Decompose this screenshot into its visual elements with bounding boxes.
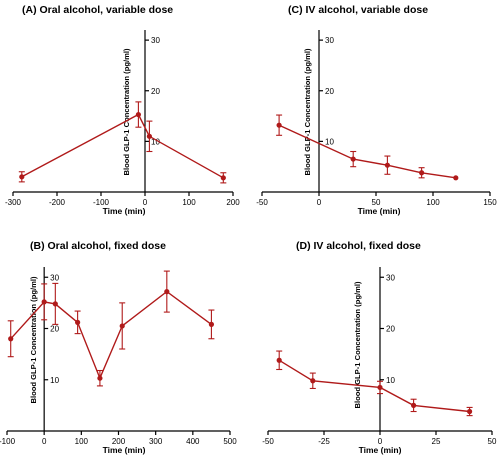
panel-title: (C) IV alcohol, variable dose — [288, 4, 428, 16]
x-tick-label: 200 — [226, 198, 240, 207]
x-tick-label: 50 — [372, 198, 381, 207]
y-tick-label: 10 — [386, 376, 395, 385]
panel-b: (B) Oral alcohol, fixed dose Blood GLP-1… — [0, 240, 237, 455]
data-point — [350, 156, 356, 162]
panel-c: (C) IV alcohol, variable dose Blood GLP-… — [256, 4, 497, 216]
x-tick-label: -50 — [262, 437, 274, 446]
data-point — [453, 175, 459, 181]
data-point — [276, 122, 282, 128]
x-tick-label: -25 — [318, 437, 330, 446]
data-point — [220, 175, 226, 181]
data-point — [135, 111, 141, 118]
data-point — [19, 174, 25, 180]
x-tick-label: 0 — [317, 198, 322, 207]
x-tick-label: 150 — [483, 198, 497, 207]
y-tick-label: 30 — [325, 36, 334, 45]
y-axis-label: Blood GLP-1 Concentration (pg/ml) — [353, 281, 362, 408]
x-tick-label: 400 — [186, 437, 200, 446]
y-tick-label: 20 — [50, 325, 59, 334]
data-point — [384, 162, 390, 168]
x-axis-label: Time (min) — [103, 445, 146, 455]
data-point — [467, 408, 473, 415]
x-axis-label: Time (min) — [359, 445, 402, 455]
x-axis-label: Time (min) — [358, 206, 401, 216]
series-line — [10, 290, 212, 381]
x-tick-label: 200 — [112, 437, 126, 446]
x-tick-label: 100 — [75, 437, 89, 446]
x-tick-label: 50 — [488, 437, 497, 446]
x-tick-label: -100 — [93, 198, 110, 207]
x-tick-label: 100 — [426, 198, 440, 207]
series-line — [278, 359, 470, 413]
x-tick-label: 300 — [149, 437, 163, 446]
data-point — [8, 336, 14, 342]
data-point — [97, 375, 103, 381]
data-point — [377, 384, 383, 391]
panel-a: (A) Oral alcohol, variable dose Blood GL… — [5, 4, 240, 216]
series-line — [21, 113, 224, 179]
y-axis-label: Blood GLP-1 Concentration (pg/ml) — [29, 276, 38, 403]
x-tick-label: 0 — [42, 437, 47, 446]
x-tick-label: -200 — [49, 198, 66, 207]
y-axis-label: Blood GLP-1 Concentration (pg/ml) — [122, 48, 131, 175]
x-tick-label: -300 — [5, 198, 22, 207]
y-tick-label: 10 — [50, 376, 59, 385]
y-tick-label: 20 — [325, 87, 334, 96]
data-point — [276, 357, 282, 363]
y-tick-label: 10 — [151, 137, 160, 146]
x-tick-label: 0 — [378, 437, 383, 446]
y-tick-label: 30 — [151, 36, 160, 45]
panel-d: (D) IV alcohol, fixed dose Blood GLP-1 C… — [262, 240, 497, 455]
x-tick-label: 500 — [223, 437, 237, 446]
y-tick-label: 20 — [386, 325, 395, 334]
data-point — [310, 378, 316, 384]
x-axis-label: Time (min) — [103, 206, 146, 216]
panel-title: (B) Oral alcohol, fixed dose — [30, 240, 166, 252]
data-point — [208, 321, 215, 327]
data-point — [411, 402, 417, 408]
x-tick-label: 100 — [182, 198, 196, 207]
panel-title: (D) IV alcohol, fixed dose — [296, 240, 421, 252]
data-point — [419, 170, 425, 176]
data-point — [41, 299, 47, 305]
y-axis-label: Blood GLP-1 Concentration (pg/ml) — [303, 48, 312, 175]
panel-title: (A) Oral alcohol, variable dose — [22, 4, 173, 16]
data-point — [119, 323, 125, 329]
data-point — [75, 319, 81, 325]
data-point — [164, 289, 170, 295]
y-tick-label: 20 — [151, 87, 160, 96]
data-point — [52, 301, 58, 307]
y-tick-label: 10 — [325, 137, 334, 146]
x-tick-label: 25 — [432, 437, 441, 446]
y-tick-label: 30 — [386, 273, 395, 282]
x-tick-label: -50 — [256, 198, 268, 207]
y-tick-label: 30 — [50, 273, 59, 282]
x-tick-label: 0 — [143, 198, 148, 207]
data-point — [146, 133, 152, 139]
x-tick-label: -100 — [0, 437, 16, 446]
